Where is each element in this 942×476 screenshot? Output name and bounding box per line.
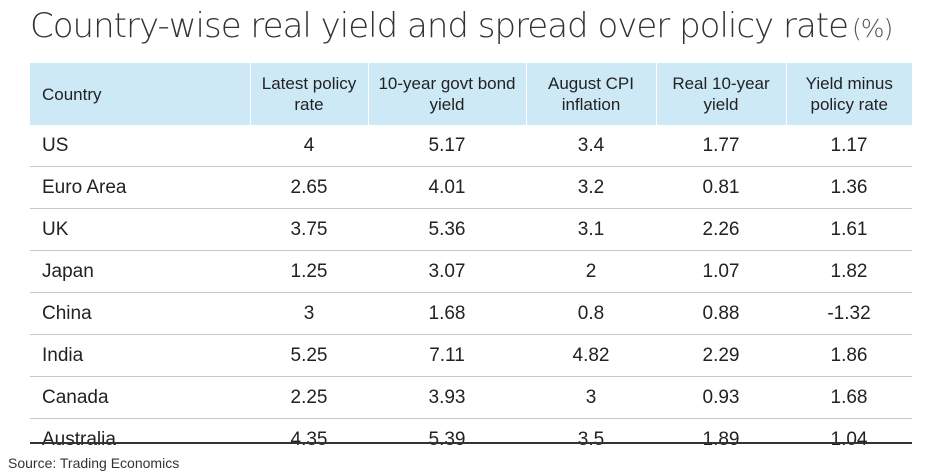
table-row: India 5.25 7.11 4.82 2.29 1.86 <box>30 334 912 377</box>
table-body: US 4 5.17 3.4 1.77 1.17 Euro Area 2.65 4.01 3.2 0.… <box>30 125 912 460</box>
value-cell: 2.25 <box>250 376 368 419</box>
table-header: Country Latest policy rate 10-year govt bo… <box>30 63 912 125</box>
chart-title-text: Country-wise real yield and spread over … <box>30 6 849 46</box>
value-cell: 3.93 <box>368 376 526 419</box>
country-cell: US <box>42 134 69 156</box>
value-cell: 3.07 <box>368 250 526 293</box>
value-cell: 2 <box>526 250 656 293</box>
value-cell: 7.11 <box>368 334 526 377</box>
value-cell: 3.5 <box>526 418 656 460</box>
source-note: Source: Trading Economics <box>8 455 180 471</box>
value-cell: 3.1 <box>526 208 656 251</box>
value-cell: 3 <box>250 292 368 335</box>
header-row: Country Latest policy rate 10-year govt bo… <box>30 63 912 125</box>
column-header: Latest policy rate <box>249 63 368 125</box>
value-cell: 5.36 <box>368 208 526 251</box>
value-cell: 4 <box>303 134 315 156</box>
country-cell: China <box>30 292 250 335</box>
country-cell: India <box>30 334 250 377</box>
chart-title-unit: (%) <box>852 14 893 43</box>
value-cell: 1.89 <box>656 418 786 460</box>
value-cell: 0.8 <box>526 292 656 335</box>
value-cell: 5.25 <box>250 334 368 377</box>
value-cell: 0.93 <box>656 376 786 419</box>
value-cell: 1.82 <box>786 250 912 293</box>
value-cell: 0.81 <box>656 166 786 209</box>
value-cell: 3.2 <box>526 166 656 209</box>
column-header: Real 10-year yield <box>655 63 786 125</box>
country-cell: Euro Area <box>30 166 250 209</box>
table-row: UK 3.75 5.36 3.1 2.26 1.61 <box>30 208 912 251</box>
country-cell: Australia <box>30 418 250 460</box>
value-cell: 3.4 <box>577 134 605 156</box>
table-row: Australia 4.35 5.39 3.5 1.89 1.04 <box>30 418 912 460</box>
value-cell: 1.17 <box>830 134 868 156</box>
country-cell: UK <box>30 208 250 251</box>
table-row: US 4 5.17 3.4 1.77 1.17 <box>30 125 912 167</box>
table-row: China 3 1.68 0.8 0.88 -1.32 <box>30 292 912 335</box>
column-header: Yield minus policy rate <box>785 63 912 125</box>
value-cell: 1.68 <box>368 292 526 335</box>
value-cell: 4.35 <box>250 418 368 460</box>
value-cell: 1.61 <box>786 208 912 251</box>
value-cell: 1.86 <box>786 334 912 377</box>
value-cell: 1.07 <box>656 250 786 293</box>
value-cell: 4.82 <box>526 334 656 377</box>
chart-title: Country-wise real yield and spread over … <box>30 6 893 46</box>
value-cell: 1.25 <box>250 250 368 293</box>
value-cell: 2.26 <box>656 208 786 251</box>
table-row: Japan 1.25 3.07 2 1.07 1.82 <box>30 250 912 293</box>
value-cell: 5.17 <box>428 134 466 156</box>
value-cell: 3 <box>526 376 656 419</box>
value-cell: 1.68 <box>786 376 912 419</box>
country-cell: Canada <box>30 376 250 419</box>
value-cell: 2.29 <box>656 334 786 377</box>
value-cell: -1.32 <box>786 292 912 335</box>
value-cell: 0.88 <box>656 292 786 335</box>
value-cell: 1.36 <box>786 166 912 209</box>
table-bottom-rule <box>30 442 912 444</box>
column-header: August CPI inflation <box>525 63 656 125</box>
table-row: Canada 2.25 3.93 3 0.93 1.68 <box>30 376 912 419</box>
country-cell: Japan <box>30 250 250 293</box>
value-cell: 4.01 <box>368 166 526 209</box>
value-cell: 1.04 <box>786 418 912 460</box>
table-row: Euro Area 2.65 4.01 3.2 0.81 1.36 <box>30 166 912 209</box>
value-cell: 5.39 <box>368 418 526 460</box>
value-cell: 3.75 <box>250 208 368 251</box>
data-table: Country Latest policy rate 10-year govt bo… <box>30 63 912 460</box>
column-header: Country <box>30 63 250 125</box>
value-cell: 1.77 <box>702 134 740 156</box>
column-header: 10-year govt bond yield <box>367 63 526 125</box>
value-cell: 2.65 <box>250 166 368 209</box>
